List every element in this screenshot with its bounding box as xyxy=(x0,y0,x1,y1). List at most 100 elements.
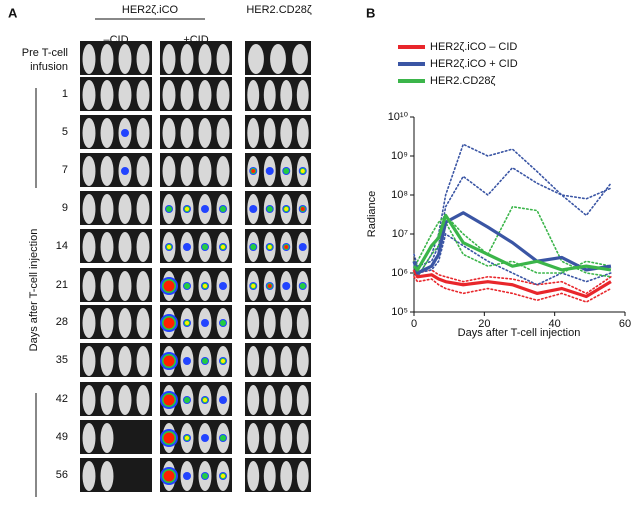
y-tick-label: 10⁵ xyxy=(391,306,408,318)
mouse xyxy=(136,118,150,148)
row-label: 28 xyxy=(56,316,68,328)
mouse xyxy=(247,118,260,148)
signal xyxy=(203,398,207,402)
x-tick-label: 60 xyxy=(619,318,631,330)
mouse xyxy=(100,271,114,301)
signal xyxy=(284,245,289,249)
mouse-image xyxy=(245,191,311,225)
mouse-image xyxy=(80,305,152,339)
mouse-image xyxy=(80,77,152,111)
mouse xyxy=(296,346,309,376)
signal xyxy=(201,319,209,327)
signal xyxy=(201,434,209,442)
mouse xyxy=(100,308,114,338)
row-label: Pre T-cell xyxy=(22,47,68,59)
mouse xyxy=(136,44,150,74)
mouse-image xyxy=(245,382,311,416)
mouse-image xyxy=(160,343,232,377)
mouse xyxy=(162,44,176,74)
signal xyxy=(185,207,189,211)
mouse xyxy=(296,461,309,491)
mouse xyxy=(100,44,114,74)
mouse-image xyxy=(160,191,232,225)
mouse xyxy=(118,385,132,415)
mouse-image xyxy=(160,382,232,416)
mouse-image xyxy=(80,229,152,263)
mouse xyxy=(292,44,308,74)
mouse xyxy=(82,271,96,301)
signal xyxy=(251,284,256,288)
mouse xyxy=(280,308,293,338)
signal xyxy=(185,321,189,325)
mouse xyxy=(280,423,293,453)
mouse xyxy=(296,423,309,453)
signal xyxy=(284,207,289,211)
mouse xyxy=(136,194,150,224)
mouse xyxy=(82,118,96,148)
signal xyxy=(202,244,208,250)
mouse xyxy=(162,156,176,186)
mouse xyxy=(118,194,132,224)
mouse-image xyxy=(245,153,311,187)
mouse xyxy=(82,44,96,74)
signal xyxy=(220,206,226,212)
signal xyxy=(121,129,129,137)
y-tick-label: 10⁶ xyxy=(391,267,408,279)
mouse xyxy=(180,80,194,110)
group-title: HER2ζ.iCO xyxy=(122,4,179,16)
y-tick-label: 10⁹ xyxy=(391,150,408,162)
mouse xyxy=(162,80,176,110)
row-label: 56 xyxy=(56,469,68,481)
mouse-image xyxy=(160,420,232,454)
mouse xyxy=(118,80,132,110)
mouse-image xyxy=(160,153,232,187)
column-title: HER2.CD28ζ xyxy=(246,4,312,16)
mouse xyxy=(82,80,96,110)
mouse-image xyxy=(80,153,152,187)
signal xyxy=(201,205,209,213)
mouse-image xyxy=(160,305,232,339)
signal xyxy=(221,245,225,249)
mouse xyxy=(296,308,309,338)
mouse-image xyxy=(245,115,311,149)
mouse xyxy=(100,232,114,262)
mouse-image xyxy=(245,343,311,377)
signal xyxy=(167,245,171,249)
mouse xyxy=(198,118,212,148)
individual-line xyxy=(413,220,612,279)
signal xyxy=(220,435,226,441)
mouse xyxy=(216,118,230,148)
mouse xyxy=(180,118,194,148)
mouse-image xyxy=(245,268,311,302)
row-label: 7 xyxy=(62,164,68,176)
mouse xyxy=(136,346,150,376)
signal xyxy=(202,473,208,479)
mouse xyxy=(296,118,309,148)
signal xyxy=(282,282,291,290)
mouse-image xyxy=(80,420,152,454)
row-label: 1 xyxy=(62,88,68,100)
signal xyxy=(283,168,290,174)
mouse-image xyxy=(80,115,152,149)
mouse-image xyxy=(245,305,311,339)
mouse xyxy=(82,461,96,491)
signal xyxy=(267,284,272,288)
mouse xyxy=(100,346,114,376)
signal xyxy=(249,205,258,213)
signal xyxy=(299,283,306,289)
mouse xyxy=(100,385,114,415)
mouse xyxy=(118,271,132,301)
mouse xyxy=(82,385,96,415)
signal xyxy=(300,207,305,211)
signal xyxy=(221,359,225,363)
mouse xyxy=(118,346,132,376)
mouse xyxy=(136,156,150,186)
signal xyxy=(266,206,273,212)
mouse xyxy=(198,80,212,110)
signal xyxy=(298,243,307,251)
x-tick-label: 40 xyxy=(549,318,561,330)
mouse xyxy=(247,80,260,110)
axis-title: Radiance xyxy=(366,191,378,237)
signal xyxy=(250,244,257,250)
mouse xyxy=(100,118,114,148)
